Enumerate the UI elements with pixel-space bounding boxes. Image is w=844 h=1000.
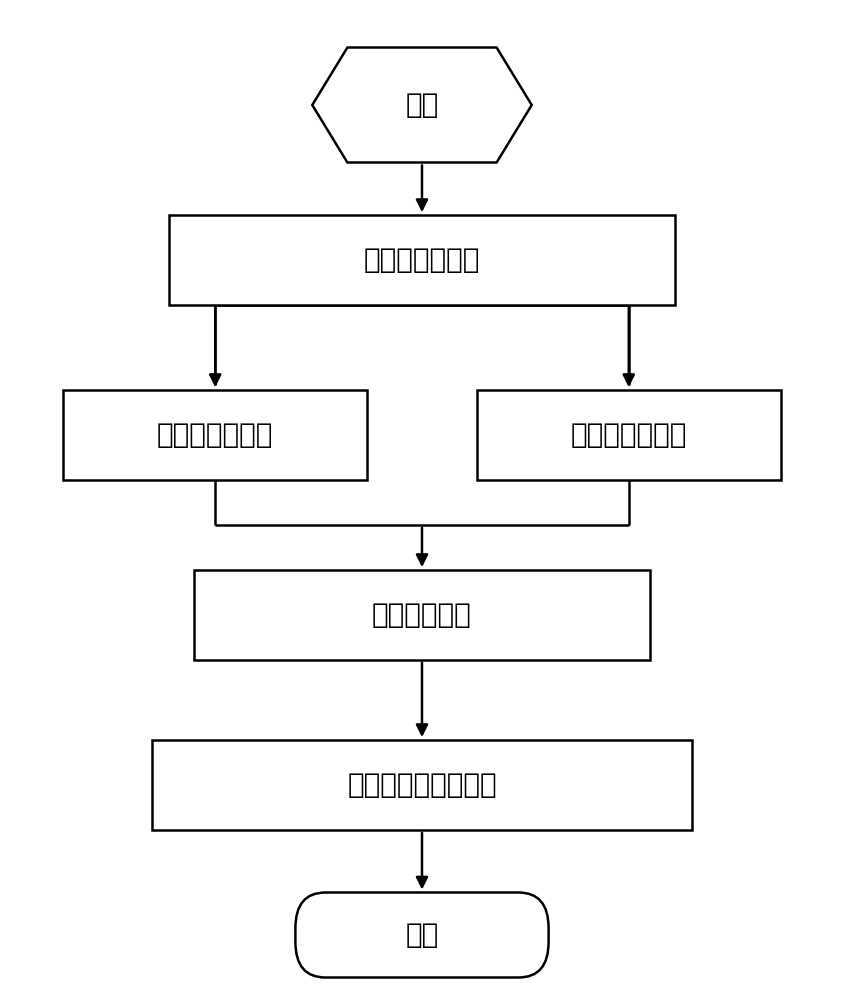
Text: 目标识别与分割: 目标识别与分割: [571, 421, 687, 449]
FancyBboxPatch shape: [295, 892, 549, 978]
FancyBboxPatch shape: [194, 570, 650, 660]
FancyBboxPatch shape: [477, 390, 781, 480]
Polygon shape: [312, 47, 532, 162]
Text: 视觉显著性计算: 视觉显著性计算: [157, 421, 273, 449]
FancyBboxPatch shape: [169, 215, 675, 305]
FancyBboxPatch shape: [63, 390, 367, 480]
Text: 图像采集与处理: 图像采集与处理: [364, 246, 480, 274]
Text: 结束: 结束: [405, 921, 439, 949]
Text: 果实采摘优先级排序: 果实采摘优先级排序: [347, 771, 497, 799]
Text: 开始: 开始: [405, 91, 439, 119]
Text: 决策要素分析: 决策要素分析: [372, 601, 472, 629]
FancyBboxPatch shape: [152, 740, 692, 830]
